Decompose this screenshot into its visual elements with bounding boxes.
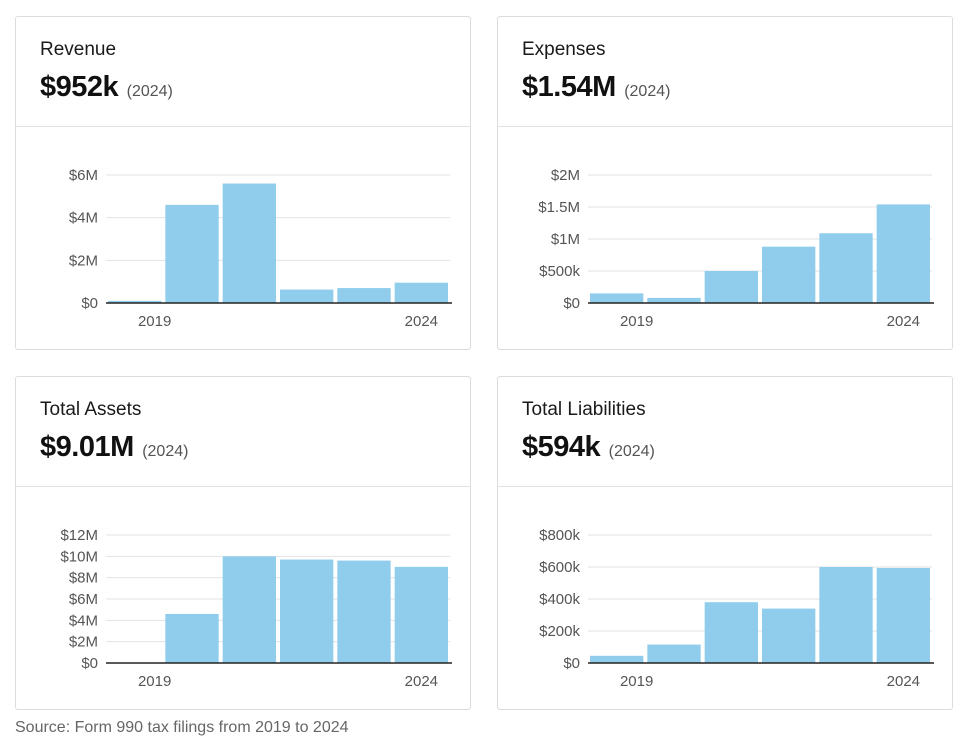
bar-2020 [647,297,701,303]
card-value: $9.01M [40,431,134,463]
x-tick-label: 2024 [887,313,920,330]
bar-2024 [876,567,930,663]
card-year: (2024) [142,443,189,460]
card-header: Total Assets $9.01M (2024) [16,377,470,487]
card-value-row: $9.01M (2024) [40,431,470,468]
bar-2021 [704,271,758,303]
y-tick-label: $1M [551,231,580,248]
card-header: Revenue $952k (2024) [16,17,470,127]
y-tick-label: $4M [69,612,98,629]
x-tick-label: 2024 [405,673,438,690]
card-title: Total Liabilities [522,399,646,420]
card-value: $952k [40,71,119,103]
card-value-row: $594k (2024) [522,431,952,468]
bar-2020 [165,613,219,663]
bar-2023 [819,233,873,303]
x-tick-label: 2019 [620,313,653,330]
y-tick-label: $12M [60,527,98,544]
bar-2021 [222,556,276,663]
bar-2024 [394,282,448,303]
bar-2022 [280,559,334,663]
y-tick-label: $800k [539,527,580,544]
total-liabilities-chart: $0 $200k $400k $600k $800k 2019 2024 [539,527,934,690]
total-assets-chart: $0 $2M $4M $6M $8M $10M $12M 2019 2024 [60,527,452,690]
card-year: (2024) [126,83,173,100]
expenses-card: Expenses $1.54M (2024) $0 $500k $1M $1.5M $2… [497,16,953,350]
y-tick-label: $400k [539,591,580,608]
y-tick-label: $0 [563,295,580,312]
bar-2021 [222,183,276,303]
bar-2022 [762,246,816,303]
revenue-card: Revenue $952k (2024) $0 $2M $4M $6M 2019 2024 [15,16,471,350]
card-title: Expenses [522,39,606,60]
x-tick-label: 2019 [138,673,171,690]
card-year: (2024) [624,83,671,100]
y-tick-label: $6M [69,167,98,184]
y-tick-label: $4M [69,210,98,227]
y-tick-label: $500k [539,263,580,280]
y-tick-label: $8M [69,570,98,587]
y-tick-label: $0 [563,655,580,672]
y-tick-label: $2M [69,252,98,269]
bar-2021 [704,602,758,663]
bar-2019 [108,300,162,303]
card-year: (2024) [608,443,655,460]
y-tick-label: $2M [551,167,580,184]
source-note: Source: Form 990 tax filings from 2019 t… [15,719,349,736]
card-value-row: $952k (2024) [40,71,470,108]
x-tick-label: 2019 [138,313,171,330]
bar-2019 [590,293,644,303]
y-tick-label: $1.5M [538,199,580,216]
y-tick-label: $10M [60,548,98,565]
y-tick-label: $600k [539,559,580,576]
card-value: $594k [522,431,601,463]
bar-2023 [337,288,391,303]
bar-2022 [762,608,816,663]
bar-2020 [647,644,701,663]
revenue-chart: $0 $2M $4M $6M 2019 2024 [69,167,452,330]
bar-2024 [394,566,448,663]
bar-2022 [280,289,334,303]
card-value: $1.54M [522,71,616,103]
expenses-chart: $0 $500k $1M $1.5M $2M 2019 2024 [538,167,934,330]
x-tick-label: 2024 [405,313,438,330]
card-header: Total Liabilities $594k (2024) [498,377,952,487]
y-tick-label: $2M [69,634,98,651]
bar-2019 [590,655,644,663]
x-tick-label: 2019 [620,673,653,690]
y-tick-label: $0 [81,295,98,312]
card-value-row: $1.54M (2024) [522,71,952,108]
card-title: Revenue [40,39,117,60]
bar-2024 [876,204,930,303]
total-assets-card: Total Assets $9.01M (2024) $0 $2M $4M $6M $8… [15,376,471,710]
y-tick-label: $200k [539,623,580,640]
bar-2023 [819,567,873,663]
y-tick-label: $0 [81,655,98,672]
card-title: Total Assets [40,399,142,420]
bar-2020 [165,204,219,303]
bar-2023 [337,560,391,663]
x-tick-label: 2024 [887,673,920,690]
y-tick-label: $6M [69,591,98,608]
total-liabilities-card: Total Liabilities $594k (2024) $0 $200k $4… [497,376,953,710]
card-header: Expenses $1.54M (2024) [498,17,952,127]
